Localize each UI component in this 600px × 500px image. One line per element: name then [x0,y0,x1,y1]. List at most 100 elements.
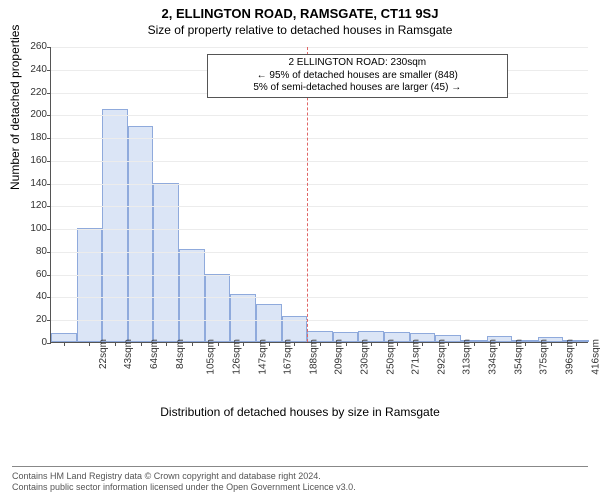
ytick-label: 100 [23,224,47,234]
ytick-mark [47,115,51,116]
xtick-mark [141,342,142,346]
xtick-label: 126sqm [231,339,242,375]
bar [205,274,231,342]
xtick-mark [448,342,449,346]
xtick-label: 188sqm [308,339,319,375]
bar [179,249,205,342]
footer-line-1: Contains HM Land Registry data © Crown c… [12,471,588,483]
callout-box: 2 ELLINGTON ROAD: 230sqm← 95% of detache… [207,54,508,98]
ytick-label: 60 [23,270,47,280]
xtick-label: 313sqm [462,339,473,375]
gridline [51,161,588,162]
ytick-label: 200 [23,110,47,120]
xtick-label: 375sqm [539,339,550,375]
xtick-mark [192,342,193,346]
ytick-label: 220 [23,88,47,98]
xtick-mark [166,342,167,346]
page: 2, ELLINGTON ROAD, RAMSGATE, CT11 9SJ Si… [0,0,600,500]
callout-line: 5% of semi-detached houses are larger (4… [212,82,503,95]
callout-line: ← 95% of detached houses are smaller (84… [212,70,503,83]
xtick-mark [320,342,321,346]
xtick-label: 334sqm [488,339,499,375]
bar [256,304,282,342]
xtick-label: 209sqm [334,339,345,375]
xtick-mark [218,342,219,346]
ytick-mark [47,161,51,162]
gridline [51,252,588,253]
bar [51,333,77,342]
xtick-label: 271sqm [411,339,422,375]
xtick-mark [397,342,398,346]
gridline [51,275,588,276]
xtick-mark [346,342,347,346]
xtick-mark [371,342,372,346]
ytick-mark [47,252,51,253]
xtick-label: 354sqm [513,339,524,375]
xtick-label: 396sqm [565,339,576,375]
ytick-mark [47,297,51,298]
gridline [51,320,588,321]
bar [128,126,154,342]
xtick-mark [474,342,475,346]
gridline [51,138,588,139]
ytick-mark [47,343,51,344]
ytick-mark [47,70,51,71]
ytick-label: 160 [23,156,47,166]
ytick-label: 120 [23,201,47,211]
plot-area: 02040608010012014016018020022024026022sq… [50,47,588,343]
chart: 02040608010012014016018020022024026022sq… [50,43,588,403]
page-title: 2, ELLINGTON ROAD, RAMSGATE, CT11 9SJ [0,0,600,21]
xtick-label: 416sqm [590,339,600,375]
gridline [51,115,588,116]
xtick-label: 105sqm [206,339,217,375]
xtick-mark [89,342,90,346]
xtick-label: 22sqm [98,339,109,369]
ytick-mark [47,138,51,139]
bar [77,228,103,342]
xtick-label: 250sqm [385,339,396,375]
ytick-label: 260 [23,42,47,52]
ytick-label: 0 [23,338,47,348]
bar [230,294,256,342]
ytick-mark [47,206,51,207]
xtick-mark [576,342,577,346]
xtick-mark [64,342,65,346]
xtick-mark [499,342,500,346]
page-subtitle: Size of property relative to detached ho… [0,21,600,37]
ytick-label: 40 [23,292,47,302]
xtick-mark [243,342,244,346]
gridline [51,297,588,298]
ytick-mark [47,320,51,321]
ytick-label: 20 [23,315,47,325]
xtick-mark [551,342,552,346]
gridline [51,47,588,48]
xtick-label: 64sqm [149,339,160,369]
bar [102,109,128,342]
xtick-label: 292sqm [436,339,447,375]
ytick-mark [47,93,51,94]
xtick-mark [115,342,116,346]
footer: Contains HM Land Registry data © Crown c… [12,466,588,494]
footer-line-2: Contains public sector information licen… [12,482,588,494]
ytick-mark [47,47,51,48]
ytick-mark [47,184,51,185]
x-axis-label: Distribution of detached houses by size … [0,405,600,419]
xtick-mark [525,342,526,346]
ytick-mark [47,275,51,276]
xtick-label: 147sqm [257,339,268,375]
xtick-mark [294,342,295,346]
xtick-mark [422,342,423,346]
xtick-mark [269,342,270,346]
xtick-label: 167sqm [283,339,294,375]
xtick-label: 230sqm [360,339,371,375]
ytick-label: 80 [23,247,47,257]
gridline [51,184,588,185]
ytick-label: 140 [23,179,47,189]
callout-line: 2 ELLINGTON ROAD: 230sqm [212,57,503,70]
gridline [51,229,588,230]
ytick-mark [47,229,51,230]
gridline [51,206,588,207]
xtick-label: 84sqm [175,339,186,369]
ytick-label: 180 [23,133,47,143]
ytick-label: 240 [23,65,47,75]
